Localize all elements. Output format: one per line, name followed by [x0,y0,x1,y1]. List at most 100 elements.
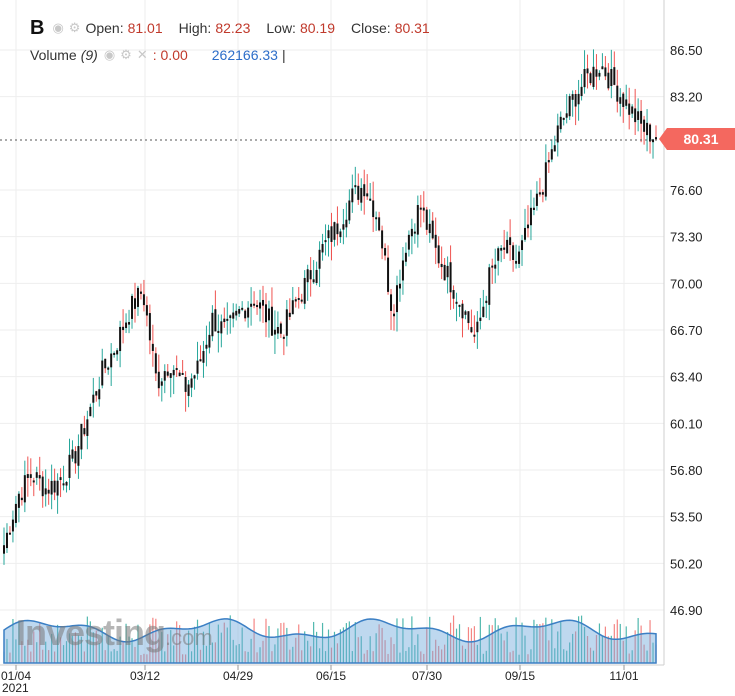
ohlc-body [113,352,116,355]
volume-bar [339,629,342,663]
ohlc-body [68,454,71,478]
ohlc-body [184,377,187,392]
volume-bar [601,635,604,663]
ohlc-body [637,111,640,120]
ohlc-body [131,295,134,319]
ohlc-body [247,307,250,318]
volume-bar [316,631,318,663]
ohlc-body [211,312,214,337]
volume-bar [65,641,68,663]
volume-bar [250,638,252,663]
ohlc-body [556,125,559,143]
volume-bar [71,635,74,663]
ohlc-body [166,371,169,376]
volume-bar [214,642,216,663]
ohlc-body [154,353,157,374]
volume-bar [458,624,461,663]
volume-bar [417,634,419,663]
volume-bar [54,651,56,663]
volume-bar [134,646,136,663]
volume-bar [298,624,300,663]
volume-bar [286,627,288,663]
ohlc-body [398,283,401,289]
volume-bar [545,617,547,663]
ohlc-body [333,222,336,240]
volume-bar [396,618,398,663]
ohlc-body [62,483,65,486]
ohlc-body [327,230,330,239]
ohlc-body [172,369,175,376]
y-tick-label: 76.60 [670,183,703,198]
volume-bar [649,620,651,663]
volume-bar [509,652,511,663]
ohlc-body [625,99,628,106]
ohlc-body [586,68,589,74]
volume-bar [441,649,443,663]
y-tick-label: 73.30 [670,230,703,245]
eye-icon[interactable]: ◉ [103,47,116,62]
volume-bar [503,640,505,663]
ohlc-body [56,480,59,496]
volume-bar [640,625,642,663]
ohlc-body [652,139,655,143]
ohlc-body [136,287,139,307]
ohlc-body [241,307,244,310]
volume-bar [187,630,190,663]
ohlc-body [404,252,407,262]
ohlc-body [336,223,339,235]
volume-bar [637,617,639,663]
close-value: 80.31 [394,20,430,36]
ohlc-body [148,313,151,341]
eye-icon[interactable]: ◉ [52,20,64,35]
ohlc-body [59,477,62,480]
ohlc-body [145,305,148,316]
volume-bar [336,643,339,663]
close-icon[interactable]: ✕ [136,47,148,62]
ohlc-legend: B ◉ ⚙ Open: 81.01 High: 82.23 Low: 80.19… [30,17,446,65]
ohlc-body [452,290,455,299]
ohlc-body [175,368,178,371]
ohlc-body [390,294,393,311]
year-label: 2021 [2,681,29,695]
gear-icon[interactable]: ⚙ [120,47,132,62]
gear-icon[interactable]: ⚙ [68,20,81,35]
ohlc-body [524,227,527,240]
ohlc-body [500,247,503,251]
time-axis-ticks: 01/04 03/12 04/29 06/15 07/30 09/15 11/01 [1,665,639,683]
volume-bar [193,626,196,663]
ohlc-body [461,303,464,319]
volume-bar [580,615,583,663]
volume-bar [399,652,401,663]
cursor-mark: | [281,47,286,63]
volume-bar [438,645,440,663]
ohlc-body [565,113,568,118]
volume-bar [310,646,312,663]
y-tick-label: 70.00 [670,276,703,291]
volume-bar [607,636,609,663]
volume-bar [104,650,106,663]
ohlc-body [458,304,461,307]
y-tick-label: 86.50 [670,43,703,58]
volume-bar [190,651,193,663]
ohlc-body [220,321,223,334]
ohlc-body [77,446,80,466]
volume-bar [158,639,160,663]
volume-bar [182,654,184,663]
ohlc-body [360,187,363,203]
volume-bar [354,622,356,663]
volume-bar [83,651,85,663]
ohlc-body [44,488,47,495]
volume-bar [408,647,410,663]
ohlc-body [285,309,288,336]
ohlc-body [187,384,190,396]
ohlc-body [32,480,35,483]
volume-bar [542,623,544,663]
volume-bar [185,654,187,663]
ohlc-body [649,124,652,142]
high-label: High: [178,20,212,36]
ohlc-body [631,106,634,114]
volume-bar [402,618,404,663]
volume-bar [506,631,508,663]
y-tick-label: 63.40 [670,370,703,385]
